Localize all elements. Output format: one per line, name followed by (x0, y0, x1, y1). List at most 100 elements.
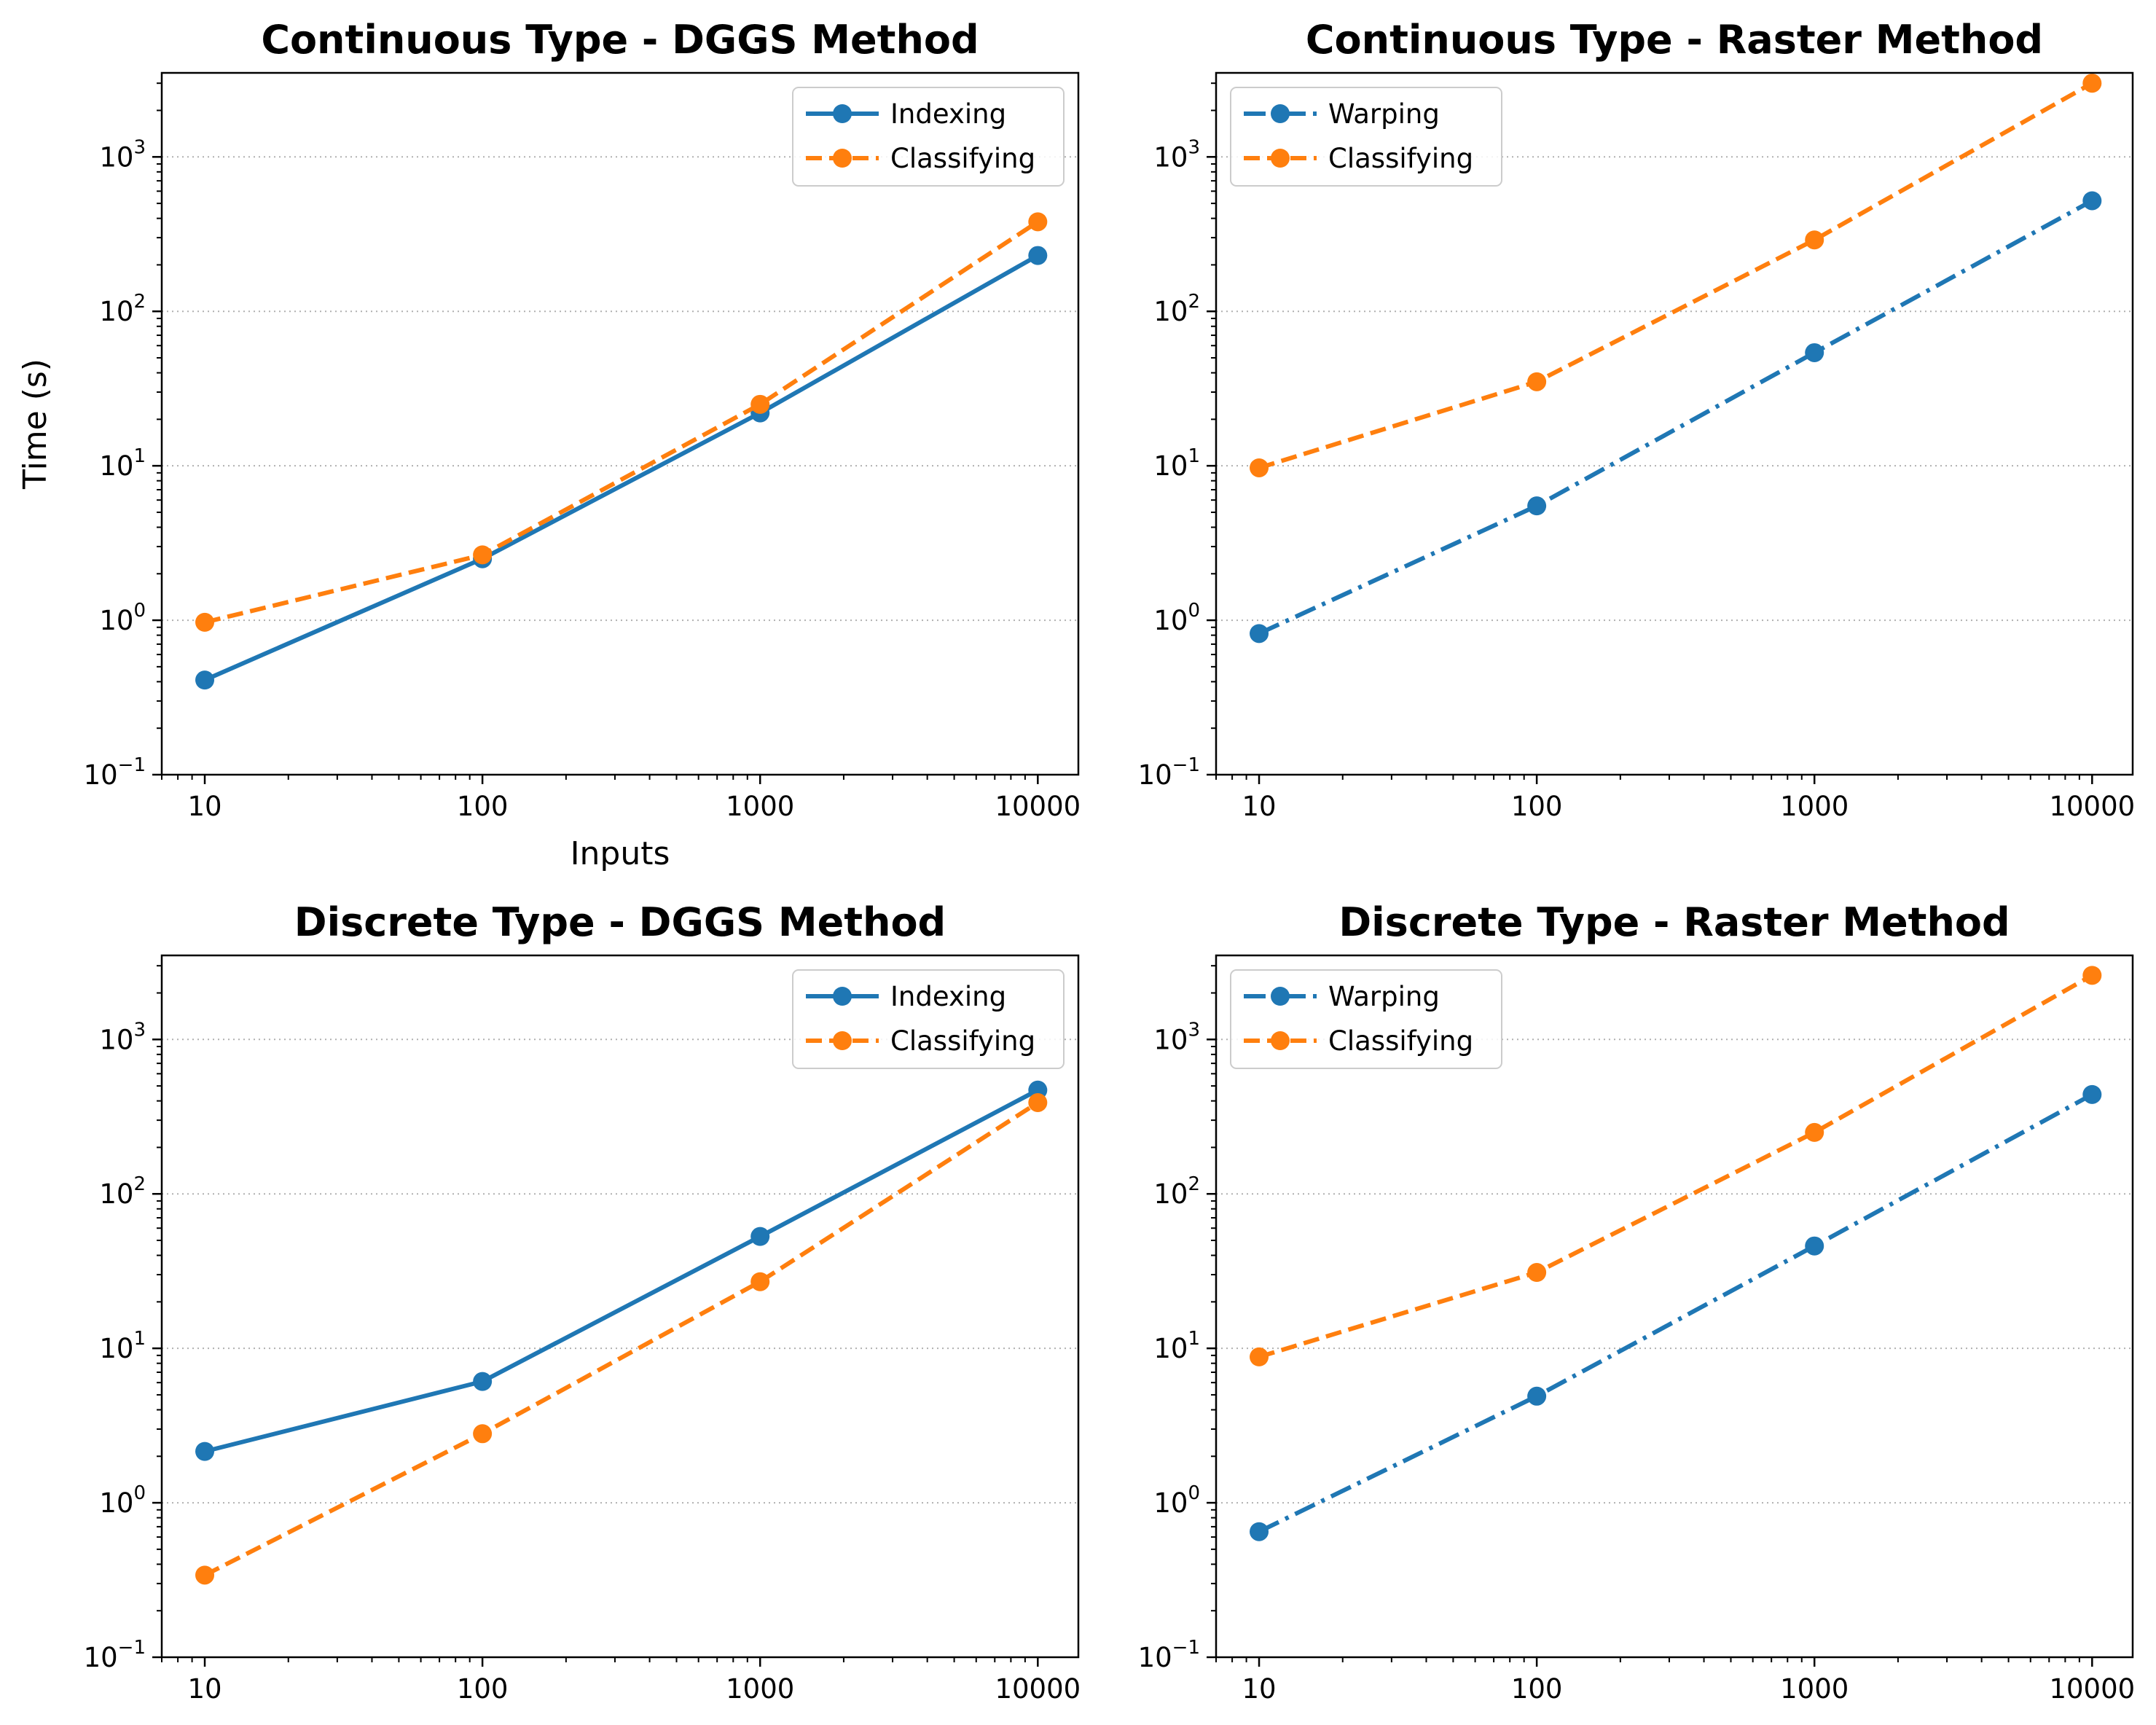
y-tick-label: 102 (99, 291, 146, 327)
data-point (473, 1372, 493, 1391)
y-tick-label: 102 (1153, 1173, 1200, 1210)
x-axis-label: Inputs (571, 835, 670, 872)
legend: Indexing Classifying (792, 87, 1065, 187)
legend-swatch-marker (833, 104, 852, 123)
y-tick-label: 103 (99, 1019, 146, 1055)
y-tick-label: 103 (1153, 1019, 1200, 1055)
legend-swatch-marker (1271, 104, 1290, 123)
series-line-2 (1258, 973, 2093, 1359)
legend-swatch-marker (1271, 987, 1290, 1006)
x-tick-label: 100 (1511, 1673, 1563, 1705)
y-tick-label: 100 (1153, 600, 1200, 636)
legend-swatch-marker (833, 149, 852, 168)
legend-label: Warping (1328, 981, 1440, 1012)
plot-frame (160, 71, 1080, 776)
data-point (195, 612, 215, 632)
x-tick-label: 10 (187, 1673, 222, 1705)
x-tick-label: 10000 (995, 1673, 1081, 1705)
legend-label: Warping (1328, 98, 1440, 130)
x-tick-label: 1000 (726, 791, 794, 822)
y-tick-label: 100 (99, 600, 146, 636)
x-tick-label: 1000 (726, 1673, 794, 1705)
y-axis-label: Time (s) (17, 359, 54, 490)
data-point (1805, 1122, 1824, 1142)
y-tick-label: 101 (1153, 1328, 1200, 1364)
legend-swatch-marker (833, 987, 852, 1006)
series-line-1 (204, 1088, 1039, 1454)
data-point (2082, 1084, 2102, 1104)
chart-panel-2: 10−1 100 101 102 103 10 100 1000 10000 Continuous… (1138, 17, 2136, 822)
legend-swatch-marker (1271, 1031, 1290, 1050)
data-point (750, 394, 770, 414)
x-tick-label: 100 (457, 791, 509, 822)
data-point (473, 1424, 493, 1444)
data-point (1250, 1347, 1269, 1366)
y-tick-label: 10−1 (84, 1637, 146, 1673)
chart-title: Continuous Type - DGGS Method (261, 17, 979, 63)
y-tick-label: 102 (1153, 291, 1200, 327)
data-point (2082, 74, 2102, 93)
series-line-2 (203, 1100, 1039, 1578)
data-point (750, 1272, 770, 1291)
series-line-2 (1258, 81, 2093, 470)
data-point (1527, 496, 1547, 516)
chart-title: Discrete Type - Raster Method (1338, 899, 2010, 945)
x-tick-label: 10 (1242, 791, 1276, 822)
x-tick-label: 10 (1242, 1673, 1276, 1705)
data-point (1805, 343, 1824, 362)
legend-label: Classifying (890, 1025, 1035, 1057)
y-tick-label: 103 (99, 136, 146, 173)
data-point (1527, 1386, 1547, 1406)
y-tick-label: 10−1 (1138, 754, 1200, 791)
x-tick-label: 10000 (2049, 1673, 2135, 1705)
y-tick-label: 103 (1153, 136, 1200, 173)
legend-swatch-marker (833, 1031, 852, 1050)
data-point (195, 670, 215, 690)
x-tick-label: 100 (457, 1673, 509, 1705)
legend-label: Indexing (890, 98, 1006, 130)
data-point (1028, 246, 1048, 265)
chart-title: Continuous Type - Raster Method (1306, 17, 2043, 63)
y-tick-label: 10−1 (84, 754, 146, 791)
y-tick-label: 101 (99, 445, 146, 482)
x-tick-label: 1000 (1780, 791, 1849, 822)
data-point (195, 1442, 215, 1461)
legend: Warping Classifying (1230, 87, 1502, 187)
chart-title: Discrete Type - DGGS Method (294, 899, 946, 945)
chart-panel-3: 10−1 100 101 102 103 10 100 1000 10000 Discrete T… (84, 899, 1081, 1705)
legend: Warping Classifying (1230, 969, 1502, 1069)
data-point (1805, 1236, 1824, 1256)
legend-label: Classifying (1328, 1025, 1473, 1057)
y-tick-label: 10−1 (1138, 1637, 1200, 1673)
legend-label: Classifying (1328, 143, 1473, 174)
legend-label: Classifying (890, 143, 1035, 174)
x-tick-label: 100 (1511, 791, 1563, 822)
y-tick-label: 102 (99, 1173, 146, 1210)
series-line-1 (1258, 1092, 2093, 1534)
chart-panel-4: 10−1 100 101 102 103 10 100 1000 10000 Discrete T… (1138, 899, 2136, 1705)
data-point (750, 1227, 770, 1246)
legend-label: Indexing (890, 981, 1006, 1012)
series-line-1 (203, 253, 1039, 682)
y-tick-label: 100 (1153, 1482, 1200, 1519)
y-tick-label: 101 (1153, 445, 1200, 482)
plot-frame (1215, 954, 2134, 1659)
legend: Indexing Classifying (792, 969, 1065, 1069)
data-point (1028, 212, 1048, 232)
x-tick-label: 10 (187, 791, 222, 822)
data-point (1028, 1092, 1048, 1112)
data-point (195, 1565, 215, 1585)
data-point (1527, 372, 1547, 391)
x-tick-label: 10000 (995, 791, 1081, 822)
chart-panel-1: 10−1 100 101 102 103 10 100 1000 10000 Continuous… (17, 17, 1081, 872)
x-tick-label: 10000 (2049, 791, 2135, 822)
series-line-1 (1258, 198, 2093, 636)
data-point (1250, 624, 1269, 644)
data-point (473, 545, 493, 565)
x-tick-label: 1000 (1780, 1673, 1849, 1705)
data-point (2082, 191, 2102, 211)
legend-swatch-marker (1271, 149, 1290, 168)
data-point (1527, 1263, 1547, 1283)
data-point (1805, 230, 1824, 250)
